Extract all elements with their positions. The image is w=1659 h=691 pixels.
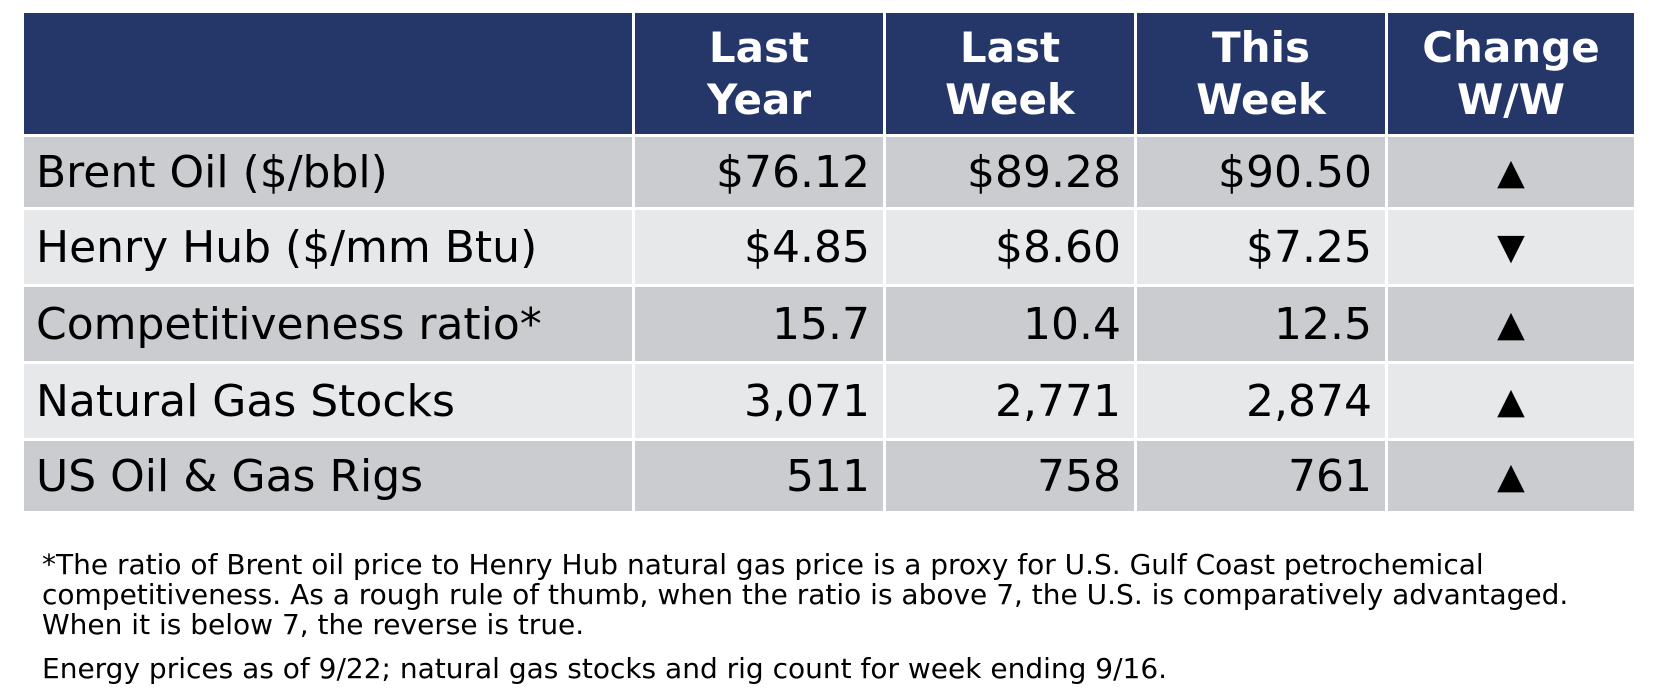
header-blank xyxy=(24,13,632,134)
cell-gas-stocks-last-year: 3,071 xyxy=(635,364,883,438)
down-arrow-icon: ▼ xyxy=(1388,210,1634,284)
header-change-ww: Change W/W xyxy=(1388,13,1634,134)
up-arrow-icon: ▲ xyxy=(1388,441,1634,511)
header-last-week: Last Week xyxy=(886,13,1134,134)
row-label-henry-hub: Henry Hub ($/mm Btu) xyxy=(24,210,632,284)
cell-rigs-this-week: 761 xyxy=(1137,441,1385,511)
cell-brent-this-week: $90.50 xyxy=(1137,137,1385,207)
row-label-rigs: US Oil & Gas Rigs xyxy=(24,441,632,511)
cell-competitiveness-this-week: 12.5 xyxy=(1137,287,1385,361)
cell-rigs-last-year: 511 xyxy=(635,441,883,511)
up-arrow-icon: ▲ xyxy=(1388,364,1634,438)
cell-brent-last-year: $76.12 xyxy=(635,137,883,207)
header-last-week-label: Last Week xyxy=(945,22,1075,124)
header-change-ww-label: Change W/W xyxy=(1422,22,1600,124)
up-arrow-icon: ▲ xyxy=(1388,137,1634,207)
as-of-note: Energy prices as of 9/22; natural gas st… xyxy=(42,652,1168,685)
cell-competitiveness-last-year: 15.7 xyxy=(635,287,883,361)
row-label-brent: Brent Oil ($/bbl) xyxy=(24,137,632,207)
cell-gas-stocks-last-week: 2,771 xyxy=(886,364,1134,438)
cell-henry-hub-last-year: $4.85 xyxy=(635,210,883,284)
cell-henry-hub-this-week: $7.25 xyxy=(1137,210,1385,284)
energy-table: Last Year Last Week This Week Change W/W Bre… xyxy=(24,13,1634,511)
cell-brent-last-week: $89.28 xyxy=(886,137,1134,207)
up-arrow-icon: ▲ xyxy=(1388,287,1634,361)
row-label-gas-stocks: Natural Gas Stocks xyxy=(24,364,632,438)
cell-rigs-last-week: 758 xyxy=(886,441,1134,511)
header-last-year-label: Last Year xyxy=(706,22,812,124)
footnote: *The ratio of Brent oil price to Henry H… xyxy=(42,548,1569,641)
cell-competitiveness-last-week: 10.4 xyxy=(886,287,1134,361)
header-this-week: This Week xyxy=(1137,13,1385,134)
header-last-year: Last Year xyxy=(635,13,883,134)
row-label-competitiveness: Competitiveness ratio* xyxy=(24,287,632,361)
cell-henry-hub-last-week: $8.60 xyxy=(886,210,1134,284)
cell-gas-stocks-this-week: 2,874 xyxy=(1137,364,1385,438)
header-this-week-label: This Week xyxy=(1196,22,1326,124)
